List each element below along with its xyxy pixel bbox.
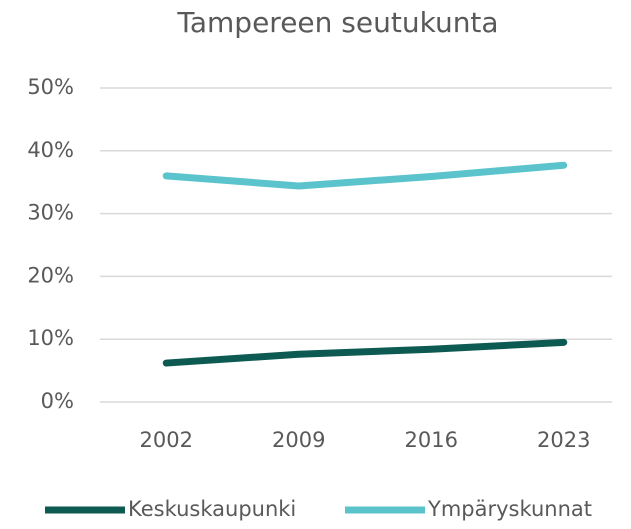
x-tick-label: 2009 bbox=[272, 428, 325, 452]
legend-label: Ympäryskunnat bbox=[427, 497, 592, 521]
y-tick-label: 30% bbox=[27, 201, 74, 225]
x-tick-label: 2023 bbox=[537, 428, 590, 452]
x-tick-label: 2002 bbox=[140, 428, 193, 452]
series-line bbox=[162, 161, 568, 190]
x-tick-label: 2016 bbox=[405, 428, 458, 452]
series-line bbox=[162, 338, 568, 367]
y-tick-label: 0% bbox=[41, 389, 74, 413]
legend-label: Keskuskaupunki bbox=[128, 497, 296, 521]
y-tick-label: 50% bbox=[27, 75, 74, 99]
y-tick-label: 20% bbox=[27, 263, 74, 287]
chart-title: Tampereen seutukunta bbox=[176, 6, 498, 39]
y-tick-label: 10% bbox=[27, 326, 74, 350]
y-tick-label: 40% bbox=[27, 138, 74, 162]
